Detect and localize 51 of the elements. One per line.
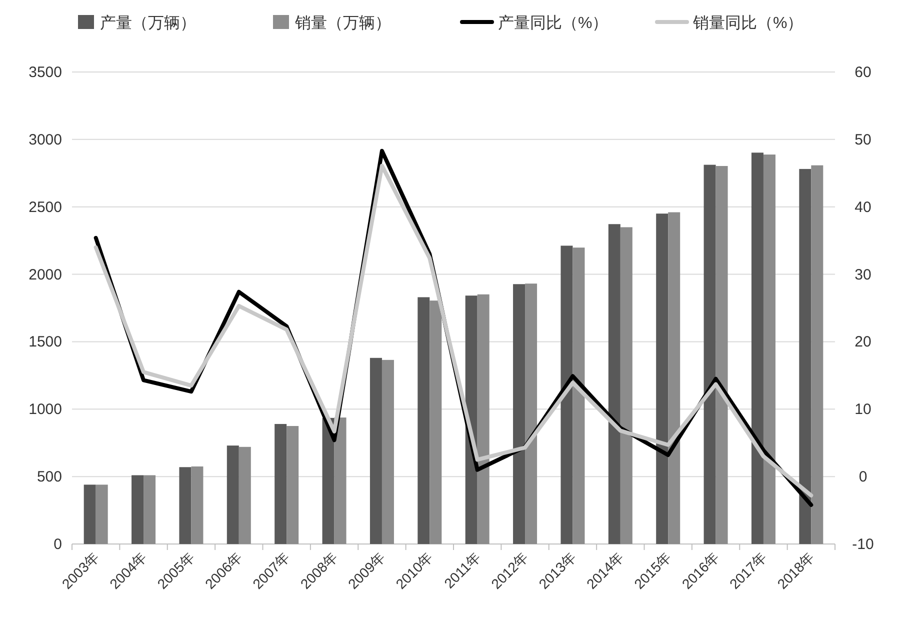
legend-label: 销量（万辆）	[294, 15, 391, 32]
y-tick-label: 2500	[28, 198, 62, 216]
bar	[799, 168, 812, 544]
bar	[370, 358, 382, 544]
bar	[322, 418, 334, 544]
bar	[620, 227, 632, 544]
y-tick-label: 0	[54, 536, 62, 553]
y2-tick-label: 20	[854, 334, 872, 351]
y-tick-label: 3500	[28, 64, 62, 81]
bar	[132, 475, 144, 544]
bar	[704, 164, 716, 544]
y-tick-label: 1000	[28, 401, 62, 418]
y2-tick-label: -10	[852, 536, 874, 553]
y2-tick-label: 10	[854, 401, 872, 418]
bar	[144, 475, 156, 544]
bar	[96, 484, 108, 544]
y2-tick-label: 0	[858, 468, 868, 486]
bar	[238, 446, 251, 544]
bar	[274, 424, 287, 544]
legend-label: 销量同比（%）	[692, 14, 804, 32]
y2-tick-label: 50	[854, 131, 872, 148]
legend-label: 产量同比（%）	[498, 14, 608, 32]
bar	[334, 418, 346, 544]
bar	[513, 284, 526, 544]
bar	[430, 300, 442, 544]
bar	[382, 360, 394, 544]
bar	[668, 212, 680, 544]
bar	[751, 152, 764, 544]
bar	[477, 294, 490, 544]
bar	[226, 446, 239, 544]
bar	[716, 166, 728, 544]
bar	[84, 484, 96, 544]
bar	[525, 284, 538, 544]
y-tick-label: 500	[36, 468, 62, 486]
y2-tick-label: 30	[854, 266, 872, 284]
bar	[572, 248, 585, 544]
bar	[418, 297, 430, 544]
y2-tick-label: 60	[854, 64, 872, 81]
bar	[286, 426, 299, 544]
bar	[656, 214, 668, 544]
bar	[560, 246, 573, 544]
y-tick-label: 1500	[28, 334, 62, 351]
y-tick-label: 2000	[28, 266, 62, 284]
bar	[179, 467, 192, 544]
bar	[608, 224, 620, 544]
bar	[763, 154, 776, 544]
legend-label: 产量（万辆）	[100, 14, 196, 32]
y2-tick-label: 40	[854, 198, 872, 216]
y-tick-label: 3000	[28, 131, 62, 148]
bar	[811, 165, 824, 544]
bar	[191, 466, 204, 544]
